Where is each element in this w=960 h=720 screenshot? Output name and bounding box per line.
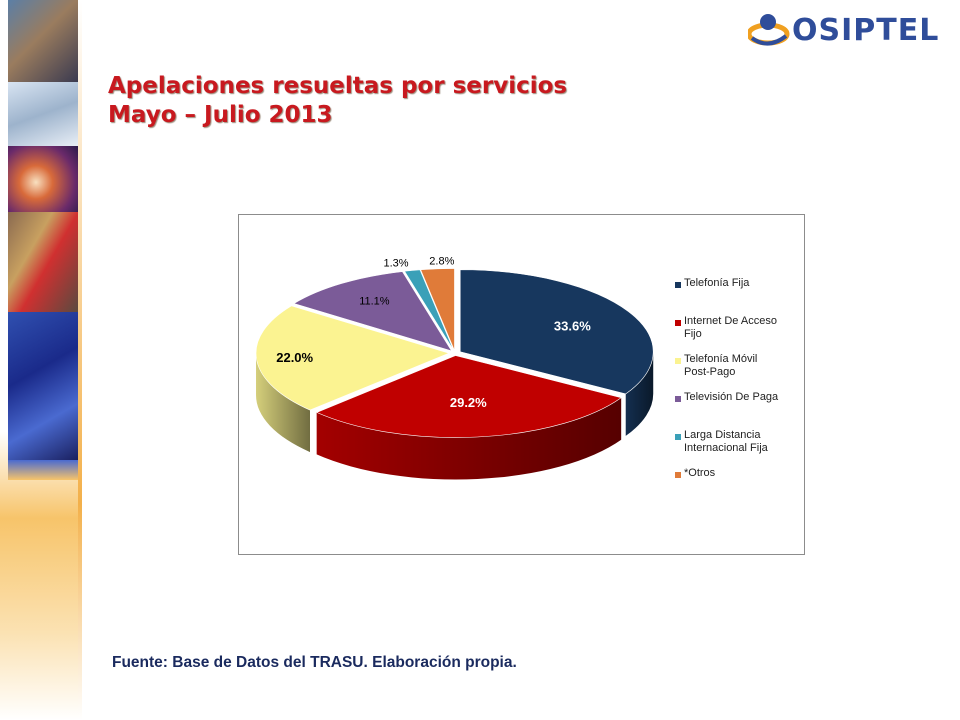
- title-line-2: Mayo – Julio 2013: [108, 102, 333, 128]
- pie-slice-wall: [625, 351, 654, 436]
- pie-data-label: 1.3%: [384, 257, 409, 269]
- pie-chart: 33.6% 29.2% 22.0% 11.1% 1.3% 2.8% Telefonía F…: [238, 214, 805, 555]
- legend-label-line: Telefonía Móvil: [684, 353, 758, 365]
- legend-label-line: Post-Pago: [684, 366, 736, 378]
- photo-person: [8, 0, 78, 82]
- pie-data-label: 11.1%: [359, 295, 390, 307]
- legend-label-line: Larga Distancia: [684, 429, 761, 441]
- legend-swatch: [675, 434, 681, 440]
- legend-label: Larga Distancia Internacional Fija: [684, 429, 768, 455]
- pie-slice: [255, 305, 450, 411]
- legend-item: Telefonía Fija: [675, 277, 749, 290]
- pie-chart-plot: 33.6% 29.2% 22.0% 11.1% 1.3% 2.8%: [255, 256, 654, 480]
- pie-data-label: 33.6%: [554, 319, 591, 334]
- legend-label-line: Televisión De Paga: [684, 391, 779, 403]
- slide-title: Apelaciones resueltas por servicios Mayo…: [108, 72, 567, 130]
- photo-public-phone: [8, 212, 78, 312]
- pie-slice: [459, 269, 654, 395]
- legend-label-line: *Otros: [684, 467, 716, 479]
- decorative-photo-strip: [0, 0, 82, 720]
- title-line-1: Apelaciones resueltas por servicios: [108, 73, 568, 99]
- legend-swatch: [675, 396, 681, 402]
- legend-swatch: [675, 282, 681, 288]
- legend-swatch: [675, 320, 681, 326]
- legend-item: *Otros: [675, 467, 715, 480]
- legend-label: Internet De Acceso Fijo: [684, 315, 777, 341]
- logo-text: OSIPTEL: [792, 12, 940, 48]
- pie-side-walls: [256, 351, 654, 480]
- pie-data-label: 29.2%: [450, 395, 487, 410]
- pie-slice: [404, 269, 454, 351]
- pie-data-label: 22.0%: [276, 350, 313, 365]
- legend-label: Telefonía Móvil Post-Pago: [684, 353, 757, 379]
- osiptel-logo: OSIPTEL: [746, 6, 940, 54]
- legend-swatch: [675, 358, 681, 364]
- pie-slice-wall: [256, 353, 310, 453]
- source-note: Fuente: Base de Datos del TRASU. Elabora…: [112, 654, 517, 671]
- logo-mark-icon: [746, 10, 790, 50]
- legend-label-line: Telefonía Fija: [684, 277, 750, 289]
- strip-divider: [78, 0, 82, 720]
- pie-data-label: 2.8%: [429, 256, 454, 268]
- pie-slice: [293, 271, 453, 352]
- legend-label: Televisión De Paga: [684, 391, 778, 404]
- legend-item: Televisión De Paga: [675, 391, 778, 404]
- legend-label: Telefonía Fija: [684, 277, 749, 290]
- pie-slice: [420, 268, 455, 351]
- legend-swatch: [675, 472, 681, 478]
- pie-slices: [255, 268, 654, 438]
- photo-phone-keypad: [8, 312, 78, 460]
- pie-slice-wall: [316, 397, 622, 480]
- photo-fiber-optics: [8, 146, 78, 212]
- legend-label-line: Internacional Fija: [684, 442, 768, 454]
- photo-satellite-dish: [8, 82, 78, 146]
- strip-fade: [8, 460, 78, 480]
- legend-label-line: Fijo: [684, 328, 702, 340]
- pie-slice: [315, 355, 622, 438]
- pie-data-labels: 33.6% 29.2% 22.0% 11.1% 1.3% 2.8%: [276, 256, 591, 410]
- legend-item: Telefonía Móvil Post-Pago: [675, 353, 757, 379]
- legend-item: Larga Distancia Internacional Fija: [675, 429, 768, 455]
- legend-item: Internet De Acceso Fijo: [675, 315, 777, 341]
- legend-label: *Otros: [684, 467, 715, 480]
- legend-label-line: Internet De Acceso: [684, 315, 777, 327]
